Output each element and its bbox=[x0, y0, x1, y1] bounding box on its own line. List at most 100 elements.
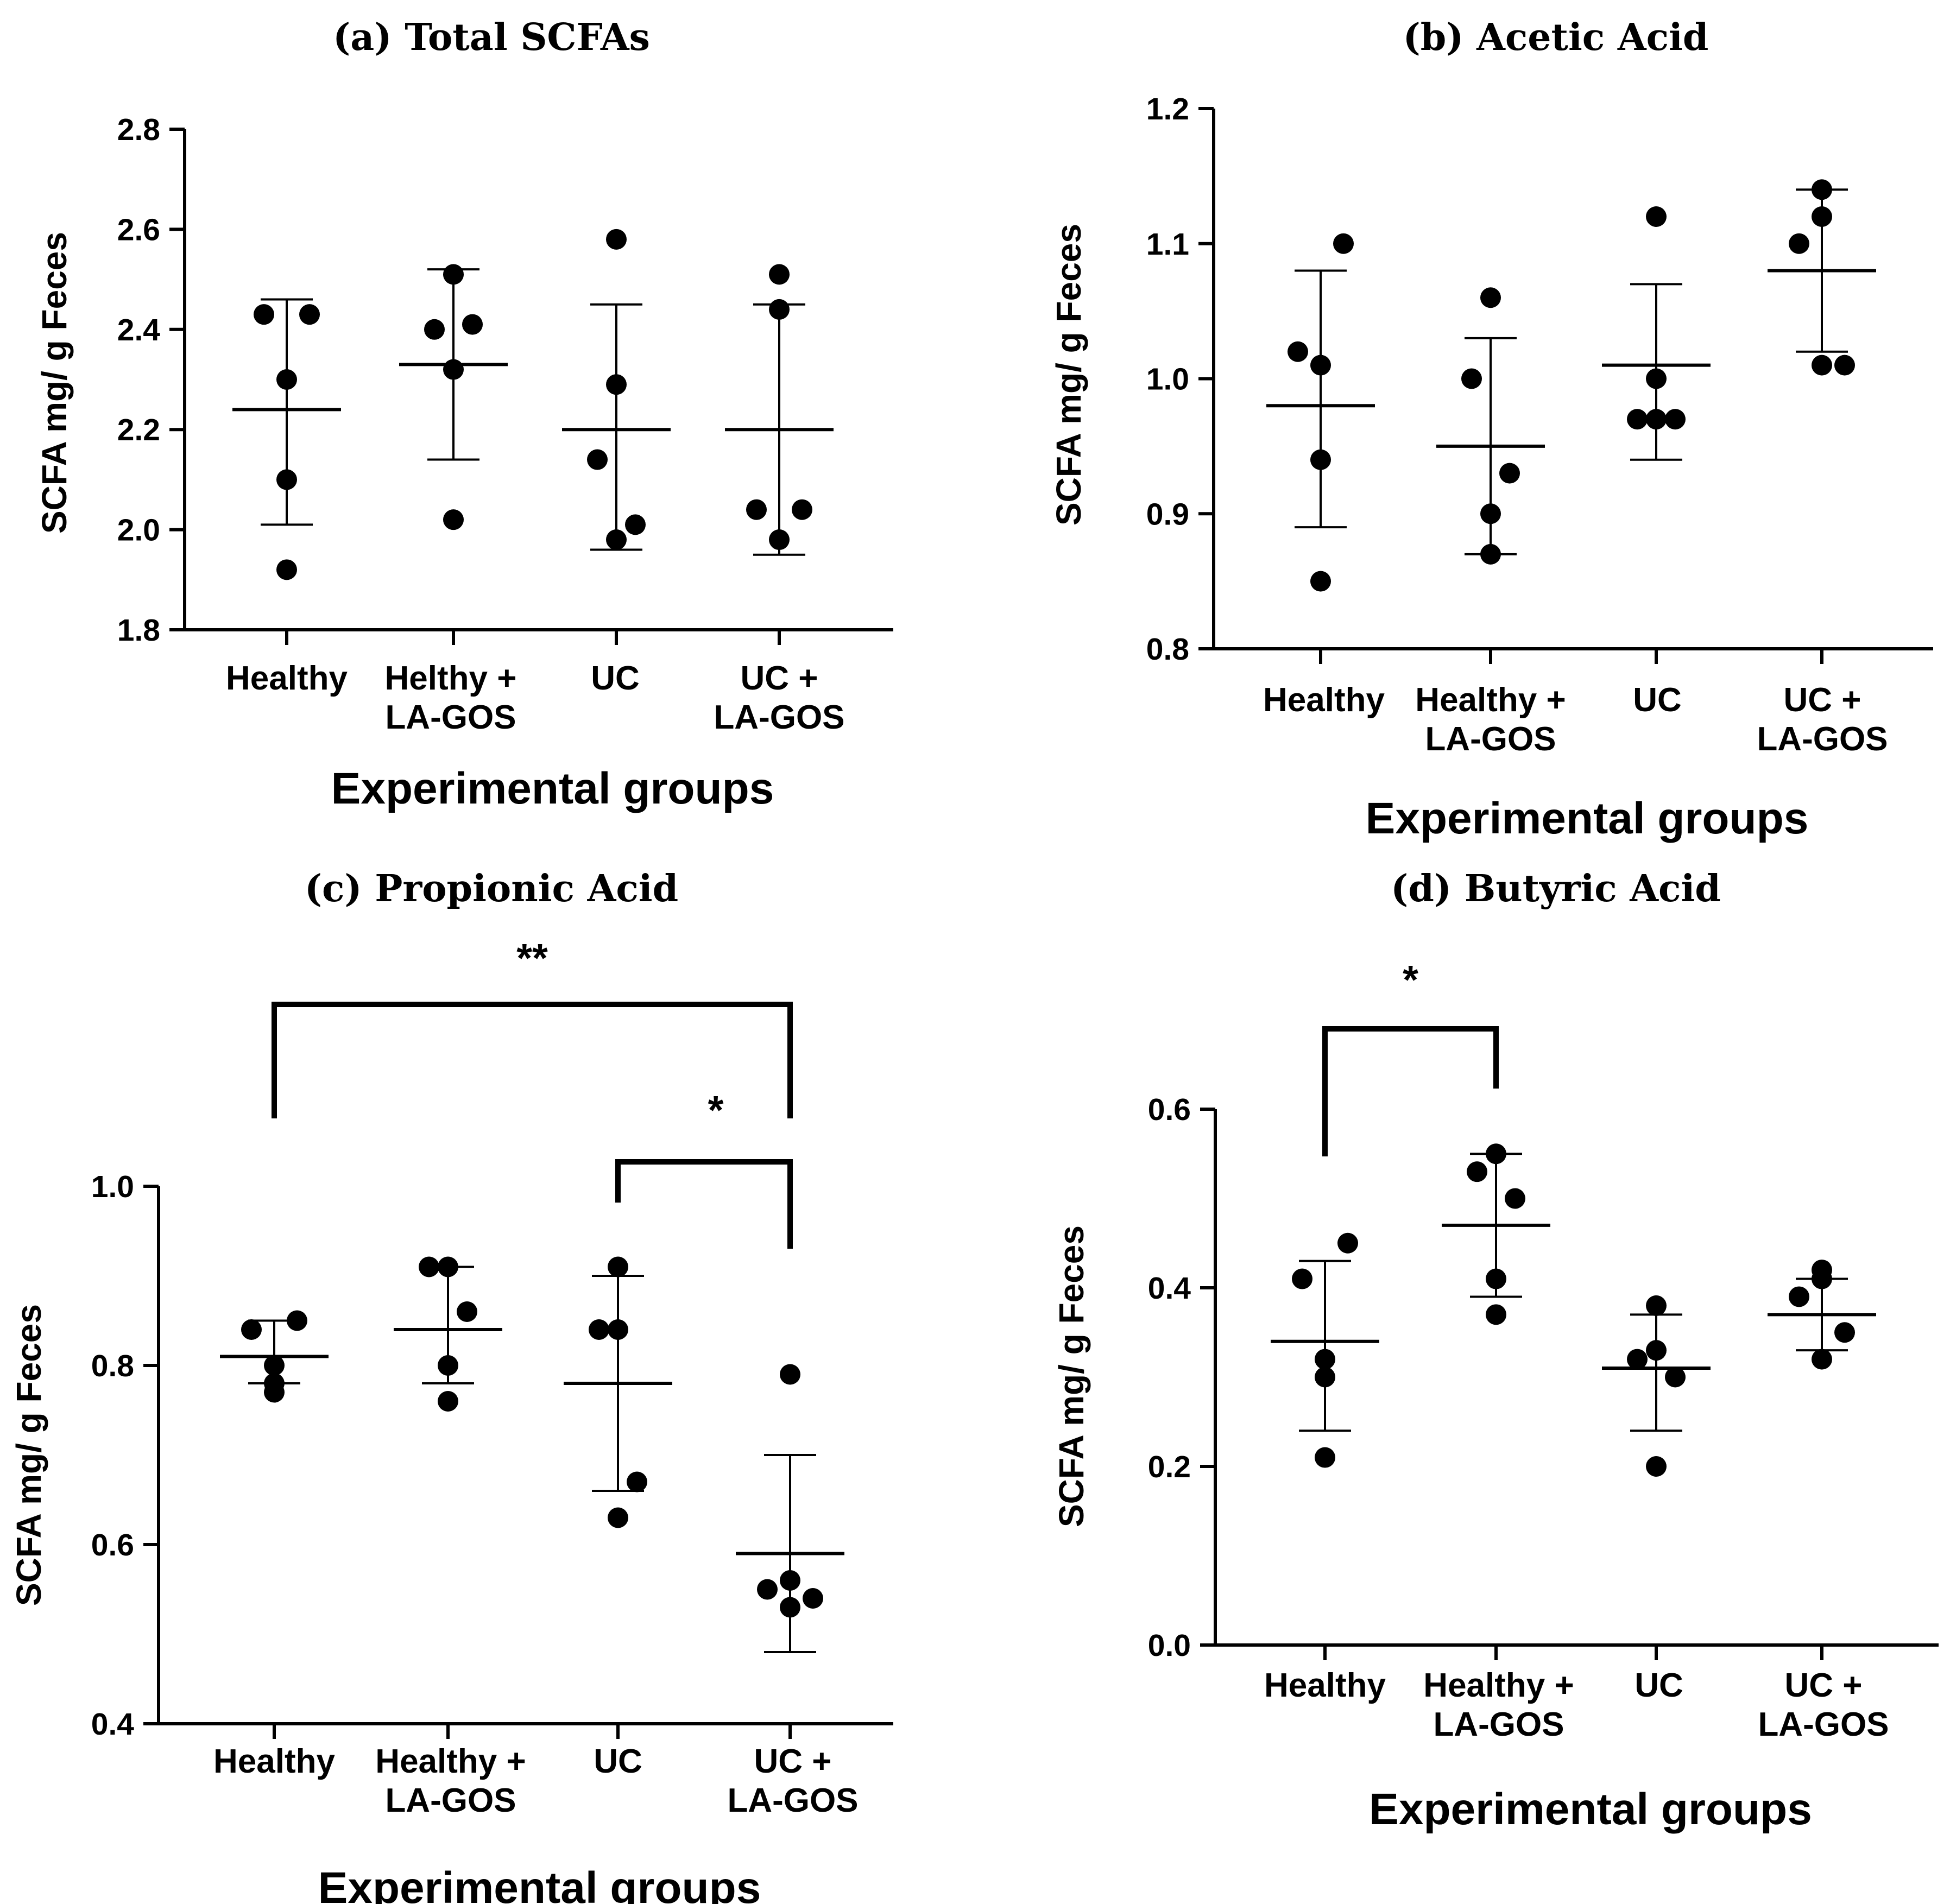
x-tick-label: UC + LA-GOS bbox=[1757, 681, 1888, 758]
data-point bbox=[606, 229, 627, 250]
data-point bbox=[1812, 206, 1832, 227]
data-point bbox=[1315, 1367, 1335, 1388]
data-point bbox=[769, 299, 790, 320]
data-point bbox=[424, 319, 445, 340]
x-tick-label-line: UC bbox=[1633, 681, 1682, 719]
data-point bbox=[1789, 1286, 1809, 1307]
data-point bbox=[1480, 543, 1501, 565]
significance-bracket bbox=[272, 1002, 793, 1118]
x-tick-label-line: LA-GOS bbox=[1425, 720, 1556, 758]
data-point bbox=[443, 264, 464, 285]
x-tick-label: Helthy + LA-GOS bbox=[385, 660, 517, 736]
x-axis-title: Experimental groups bbox=[331, 764, 774, 813]
data-point bbox=[1812, 1349, 1832, 1370]
x-tick-label-line: LA-GOS bbox=[714, 699, 844, 736]
x-tick-label-line: LA-GOS bbox=[727, 1782, 858, 1819]
data-point bbox=[1486, 1268, 1506, 1289]
y-tick-label: 0.8 bbox=[91, 1349, 134, 1383]
data-point bbox=[1646, 409, 1667, 430]
data-point bbox=[1789, 233, 1809, 254]
y-tick-label: 0.6 bbox=[91, 1528, 134, 1563]
x-tick-label: UC + LA-GOS bbox=[714, 660, 844, 736]
data-point bbox=[1480, 503, 1501, 524]
data-point bbox=[276, 469, 297, 490]
data-point bbox=[803, 1588, 823, 1609]
y-tick-label: 2.4 bbox=[117, 313, 161, 347]
x-tick-label: UC bbox=[1635, 1667, 1683, 1704]
significance-bracket bbox=[1322, 1026, 1499, 1156]
data-point bbox=[1627, 409, 1648, 430]
chart-title: (c) Propionic Acid bbox=[305, 867, 678, 910]
x-tick-label-line: LA-GOS bbox=[385, 1782, 516, 1819]
data-point bbox=[1646, 1456, 1667, 1477]
x-tick-label-line: UC + bbox=[1785, 1667, 1863, 1704]
significance-label: ** bbox=[516, 935, 548, 981]
data-point bbox=[1646, 1340, 1667, 1361]
y-axis-title: SCFA mg/ g Feces bbox=[9, 1304, 48, 1606]
data-point bbox=[769, 529, 790, 551]
data-point bbox=[438, 1256, 458, 1277]
x-tick-label-line: UC bbox=[591, 660, 640, 697]
data-point bbox=[1505, 1188, 1525, 1209]
data-point bbox=[264, 1355, 285, 1376]
y-tick-label: 1.0 bbox=[91, 1169, 134, 1204]
chart-title: (a) Total SCFAs bbox=[333, 16, 650, 59]
data-point bbox=[608, 1319, 628, 1340]
significance-label: * bbox=[708, 1087, 724, 1133]
data-point bbox=[1310, 449, 1331, 470]
x-tick-label: Healthy bbox=[1264, 1667, 1386, 1704]
y-tick-label: 0.4 bbox=[1148, 1271, 1191, 1306]
y-tick-label: 1.0 bbox=[1146, 362, 1189, 397]
data-point bbox=[746, 499, 767, 520]
data-point bbox=[438, 1355, 458, 1376]
data-point bbox=[1461, 368, 1482, 389]
data-point bbox=[1646, 1295, 1667, 1316]
chart-panel: (a) Total SCFAs 1.8 2.0 2.2 2.4 2.6 2.8 Healthy… bbox=[35, 16, 893, 813]
x-tick-label: Healthy bbox=[1263, 681, 1385, 719]
data-point bbox=[606, 374, 627, 395]
x-tick-label-line: Healthy bbox=[226, 660, 348, 697]
data-point bbox=[287, 1310, 307, 1331]
data-point bbox=[780, 1364, 800, 1385]
data-point bbox=[1812, 1268, 1832, 1289]
data-point bbox=[1486, 1143, 1506, 1165]
data-point bbox=[1499, 463, 1520, 484]
y-axis-title: SCFA mg/ g Feces bbox=[1052, 1225, 1091, 1527]
x-tick-label: UC bbox=[594, 1743, 642, 1780]
data-point bbox=[1310, 571, 1331, 592]
y-tick-label: 1.1 bbox=[1146, 227, 1189, 262]
data-point bbox=[1292, 1268, 1312, 1289]
data-point bbox=[757, 1579, 778, 1600]
data-point bbox=[1812, 179, 1832, 200]
data-point bbox=[1646, 368, 1667, 389]
data-point bbox=[780, 1597, 800, 1618]
data-point bbox=[438, 1391, 458, 1412]
y-tick-label: 1.2 bbox=[1146, 92, 1189, 126]
y-tick-label: 2.2 bbox=[117, 413, 160, 447]
x-tick-label-line: UC bbox=[1635, 1667, 1683, 1704]
data-point bbox=[276, 559, 297, 580]
y-tick-label: 0.2 bbox=[1148, 1450, 1191, 1484]
x-tick-label-line: LA-GOS bbox=[385, 699, 516, 736]
data-point bbox=[457, 1301, 477, 1322]
data-point bbox=[254, 304, 274, 325]
x-axis-title: Experimental groups bbox=[1366, 794, 1809, 843]
x-tick-label-line: Healthy bbox=[213, 1743, 335, 1780]
data-point bbox=[1315, 1349, 1335, 1370]
x-tick-label-line: Healthy + bbox=[1423, 1667, 1574, 1704]
data-point bbox=[1646, 206, 1667, 227]
data-point bbox=[1480, 287, 1501, 308]
data-point bbox=[264, 1382, 285, 1403]
data-point bbox=[1310, 355, 1331, 376]
chart-panel: (c) Propionic Acid 0.4 0.6 0.8 1.0 Healthy Hea… bbox=[9, 867, 893, 1904]
y-tick-label: 0.6 bbox=[1148, 1092, 1191, 1127]
data-point bbox=[769, 264, 790, 285]
x-tick-label: UC + LA-GOS bbox=[1758, 1667, 1889, 1743]
data-point bbox=[606, 529, 627, 551]
data-point bbox=[792, 499, 812, 520]
x-tick-label-line: LA-GOS bbox=[1757, 720, 1888, 758]
data-point bbox=[1333, 233, 1354, 254]
x-tick-label-line: LA-GOS bbox=[1433, 1706, 1564, 1743]
chart-panel: (d) Butyric Acid 0.0 0.2 0.4 0.6 Healthy Healt… bbox=[1052, 867, 1939, 1834]
data-point bbox=[1812, 355, 1832, 376]
